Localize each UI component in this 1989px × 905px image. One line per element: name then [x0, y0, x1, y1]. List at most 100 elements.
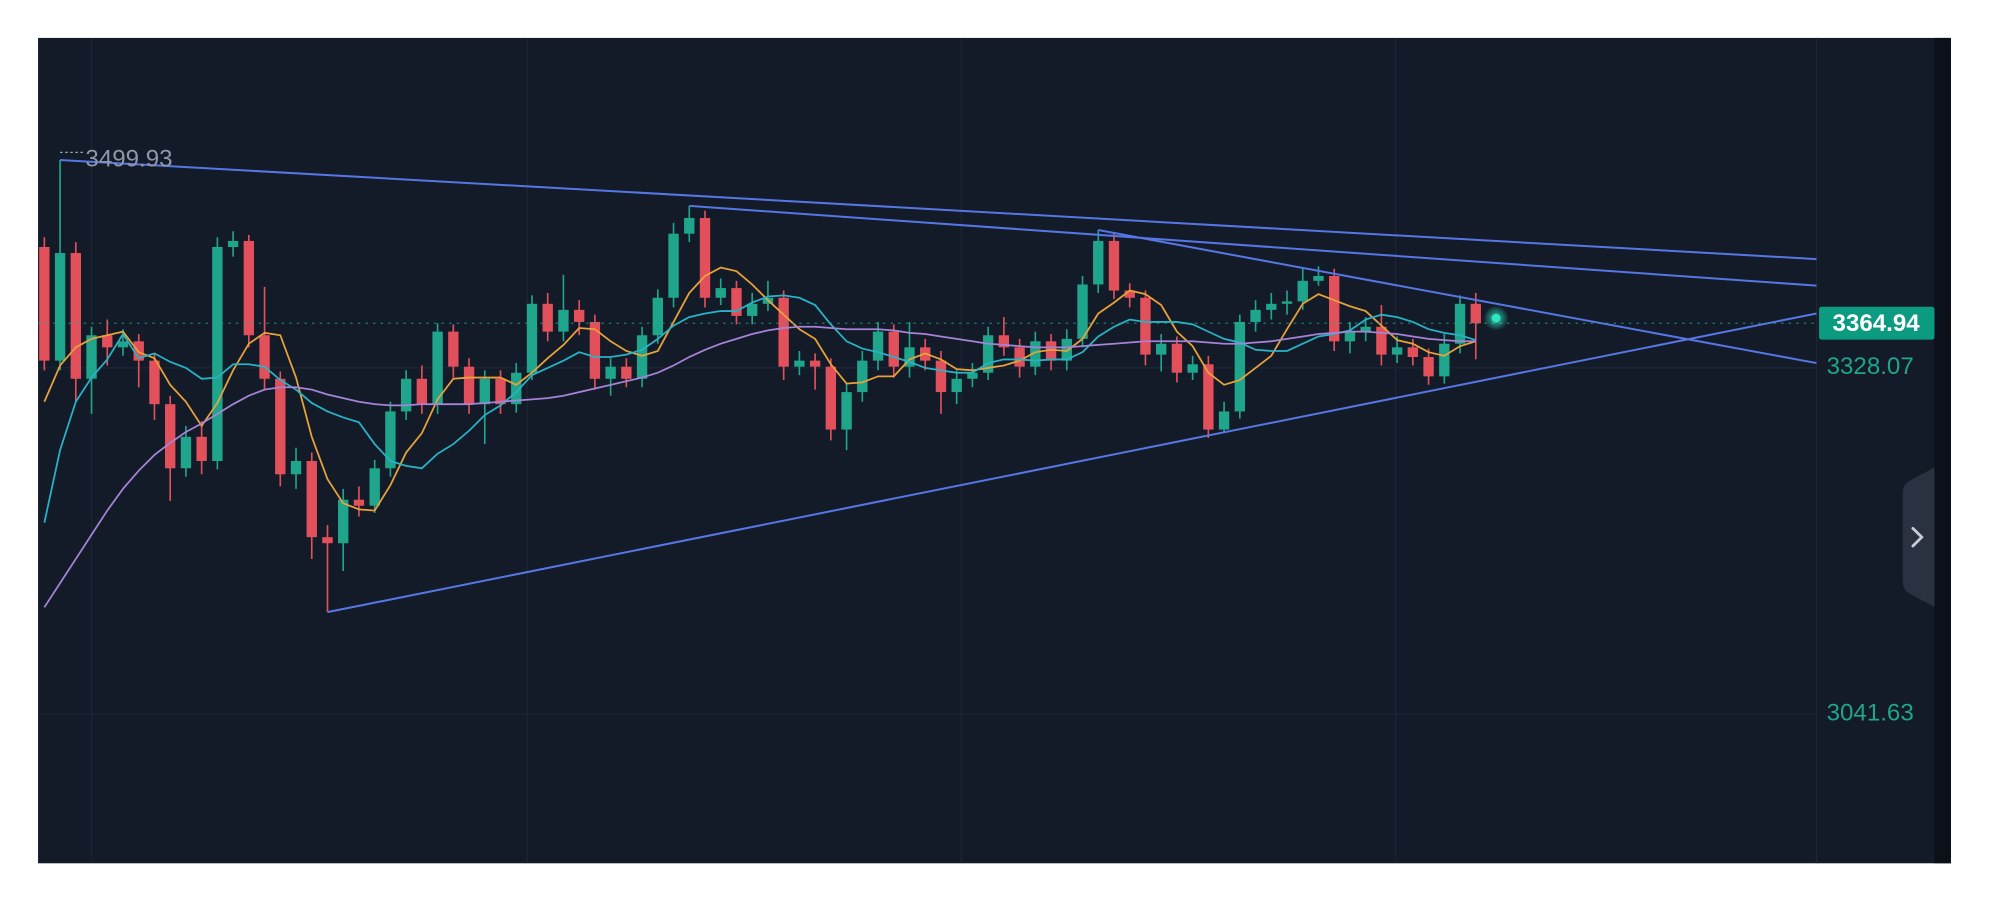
- candle-body: [1093, 240, 1104, 285]
- candle-body: [400, 378, 412, 412]
- candle-body: [1313, 276, 1324, 281]
- candle-body: [1344, 331, 1356, 342]
- y-tick-label: 3614.51: [1827, 7, 1914, 34]
- candle-body: [982, 335, 994, 373]
- candle-body: [1171, 343, 1183, 373]
- candle-body: [1155, 343, 1167, 355]
- candle-body: [1030, 341, 1041, 367]
- candle-body: [621, 366, 632, 379]
- trend-line: [327, 312, 1817, 614]
- candle-body: [39, 246, 50, 361]
- candle-body: [951, 378, 962, 393]
- candle-body: [747, 303, 758, 316]
- expand-chevron[interactable]: [1911, 526, 1924, 548]
- candle-body: [1014, 347, 1025, 367]
- candle-body: [589, 321, 601, 379]
- candle-body: [841, 392, 852, 430]
- candle-body: [1266, 303, 1277, 310]
- candle-body: [338, 499, 349, 544]
- candle-body: [290, 461, 302, 475]
- candle-body: [1423, 357, 1434, 377]
- candle-body: [605, 366, 616, 379]
- candle-body: [86, 335, 97, 379]
- candle-body: [1218, 411, 1230, 430]
- candle-body: [1250, 309, 1261, 322]
- candle-body: [212, 246, 223, 462]
- candle-body: [998, 335, 1010, 348]
- expand-tab[interactable]: [1902, 467, 1935, 607]
- candle-body: [306, 461, 317, 538]
- ma-line: [43, 266, 1477, 512]
- candle-body: [227, 240, 239, 247]
- candle-body: [385, 411, 396, 469]
- candle-body: [196, 436, 207, 462]
- candle-body: [275, 378, 286, 475]
- candle-body: [1140, 297, 1151, 355]
- candle-body: [526, 303, 538, 373]
- candle-body: [652, 297, 664, 336]
- candle-body: [416, 378, 428, 405]
- candle-body: [967, 372, 978, 379]
- candle-body: [857, 360, 868, 393]
- candle-body: [1203, 364, 1214, 430]
- candle-body: [731, 288, 742, 316]
- candle-body: [495, 378, 506, 405]
- candle-body: [463, 366, 475, 405]
- candle-body: [54, 253, 66, 361]
- ma-line: [43, 294, 1477, 523]
- candle-body: [542, 303, 553, 332]
- candle-body: [872, 331, 884, 361]
- trend-line: [1098, 229, 1817, 365]
- candle-body: [479, 378, 490, 405]
- candle-body: [432, 331, 443, 405]
- candle-body: [904, 347, 915, 367]
- candle-body: [825, 366, 837, 430]
- candle-body: [353, 499, 365, 506]
- candle-body: [636, 335, 648, 379]
- y-tick-label: 3041.63: [1827, 700, 1914, 727]
- candle-body: [935, 360, 947, 393]
- trend-line: [689, 204, 1817, 287]
- candle-body: [1360, 326, 1371, 332]
- candle-body: [1439, 343, 1450, 377]
- candle-body: [888, 331, 899, 367]
- candle-body: [259, 335, 270, 379]
- candle-body: [180, 436, 192, 469]
- chart-panel: [38, 37, 1951, 864]
- candle-body: [1045, 341, 1057, 361]
- candle-body: [369, 468, 380, 506]
- candle-body: [448, 331, 459, 367]
- candle-body: [668, 233, 679, 298]
- candle-body: [573, 309, 585, 322]
- live-dot-core: [1491, 313, 1501, 323]
- candle-body: [794, 360, 805, 367]
- candle-body: [1187, 364, 1198, 373]
- candle-body: [684, 217, 695, 234]
- candle-body: [511, 372, 522, 405]
- price-label-box: [1819, 306, 1935, 340]
- candle-body: [1297, 280, 1308, 302]
- candle-body: [1391, 347, 1403, 355]
- candle-body: [70, 253, 81, 379]
- candle-body: [1454, 303, 1466, 344]
- y-tick-label: 3328.07: [1827, 353, 1914, 380]
- candle-body: [699, 217, 711, 298]
- candle-body: [1470, 303, 1481, 324]
- right-edge: [1934, 37, 1951, 864]
- candle-body: [1124, 290, 1135, 298]
- candle-body: [149, 360, 160, 405]
- candle-body: [1108, 240, 1120, 291]
- candle-body: [809, 360, 821, 367]
- candle-body: [164, 404, 176, 469]
- candle-body: [1077, 284, 1088, 339]
- candle-body: [243, 240, 255, 336]
- high-label: 3499.93: [85, 145, 172, 172]
- candle-body: [1407, 347, 1419, 358]
- price-label: 3364.94: [1833, 310, 1921, 337]
- trend-line: [60, 158, 1817, 261]
- ma-line: [43, 325, 1476, 608]
- candle-body: [117, 341, 129, 348]
- candle-body: [715, 288, 726, 298]
